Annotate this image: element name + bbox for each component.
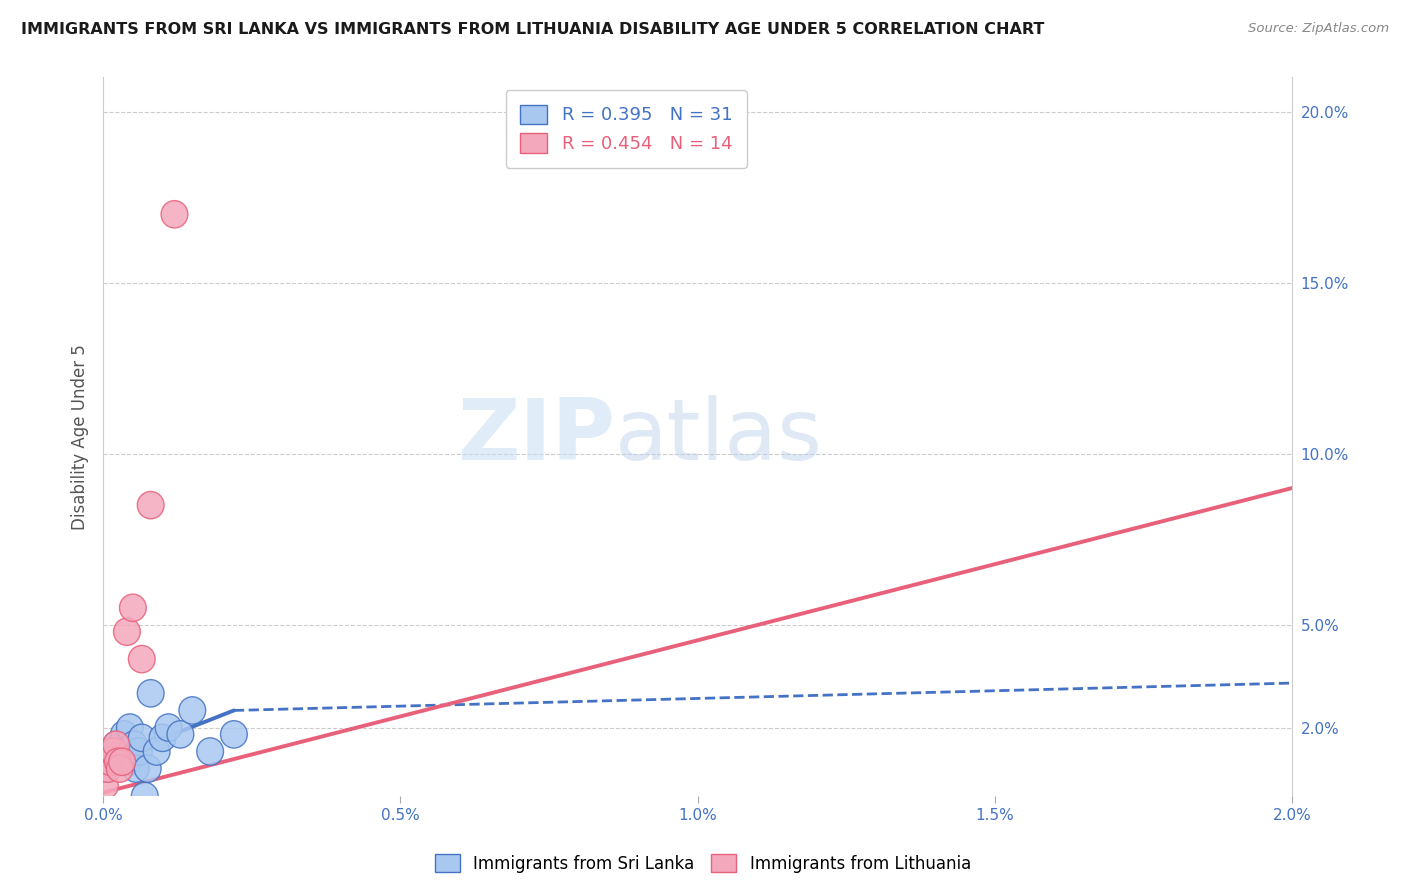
Ellipse shape <box>128 646 155 673</box>
Ellipse shape <box>122 755 149 782</box>
Legend: R = 0.395   N = 31, R = 0.454   N = 14: R = 0.395 N = 31, R = 0.454 N = 14 <box>506 90 747 168</box>
Ellipse shape <box>100 738 127 765</box>
Ellipse shape <box>149 724 176 751</box>
Ellipse shape <box>167 721 194 748</box>
Ellipse shape <box>131 782 157 810</box>
Ellipse shape <box>98 738 125 765</box>
Ellipse shape <box>118 738 145 765</box>
Ellipse shape <box>120 594 146 622</box>
Ellipse shape <box>162 201 188 228</box>
Ellipse shape <box>197 738 224 765</box>
Ellipse shape <box>91 772 118 799</box>
Ellipse shape <box>108 748 135 775</box>
Y-axis label: Disability Age Under 5: Disability Age Under 5 <box>72 343 89 530</box>
Text: ZIP: ZIP <box>457 395 614 478</box>
Ellipse shape <box>97 748 124 775</box>
Ellipse shape <box>110 738 136 765</box>
Ellipse shape <box>97 738 124 765</box>
Ellipse shape <box>107 741 134 769</box>
Ellipse shape <box>138 491 165 519</box>
Ellipse shape <box>104 748 131 775</box>
Ellipse shape <box>100 738 127 765</box>
Text: atlas: atlas <box>614 395 823 478</box>
Ellipse shape <box>94 755 121 782</box>
Ellipse shape <box>112 738 139 765</box>
Ellipse shape <box>96 748 122 775</box>
Ellipse shape <box>155 714 181 741</box>
Ellipse shape <box>135 755 162 782</box>
Ellipse shape <box>103 731 129 758</box>
Ellipse shape <box>107 755 134 782</box>
Ellipse shape <box>117 714 143 741</box>
Ellipse shape <box>103 731 129 758</box>
Ellipse shape <box>121 731 148 758</box>
Ellipse shape <box>108 748 135 775</box>
Ellipse shape <box>104 738 131 765</box>
Ellipse shape <box>93 755 120 782</box>
Ellipse shape <box>221 721 247 748</box>
Ellipse shape <box>98 748 125 775</box>
Legend: Immigrants from Sri Lanka, Immigrants from Lithuania: Immigrants from Sri Lanka, Immigrants fr… <box>429 847 977 880</box>
Ellipse shape <box>101 741 128 769</box>
Ellipse shape <box>114 618 141 646</box>
Ellipse shape <box>179 697 205 724</box>
Ellipse shape <box>114 741 141 769</box>
Ellipse shape <box>138 680 165 707</box>
Text: Source: ZipAtlas.com: Source: ZipAtlas.com <box>1249 22 1389 36</box>
Ellipse shape <box>125 738 152 765</box>
Ellipse shape <box>143 738 170 765</box>
Text: IMMIGRANTS FROM SRI LANKA VS IMMIGRANTS FROM LITHUANIA DISABILITY AGE UNDER 5 CO: IMMIGRANTS FROM SRI LANKA VS IMMIGRANTS … <box>21 22 1045 37</box>
Ellipse shape <box>111 721 138 748</box>
Ellipse shape <box>128 724 155 751</box>
Ellipse shape <box>115 748 142 775</box>
